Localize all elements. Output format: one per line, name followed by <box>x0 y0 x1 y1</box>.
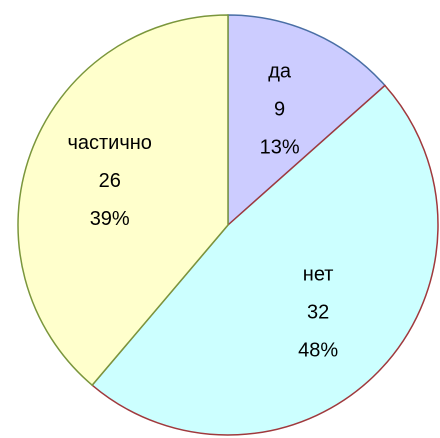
pie-slice <box>227 14 386 227</box>
slice-category-label: да <box>268 60 292 82</box>
pie-slice <box>17 14 229 387</box>
slice-value-label: 26 <box>99 170 121 192</box>
slice-category-label: нет <box>303 263 334 285</box>
slice-value-label: 9 <box>274 98 285 120</box>
slice-percent-label: 39% <box>90 208 130 230</box>
pie-slice <box>91 84 439 436</box>
slice-percent-label: 48% <box>298 339 338 361</box>
slice-value-label: 32 <box>307 301 329 323</box>
slice-category-label: частично <box>67 132 151 154</box>
slice-percent-label: 13% <box>260 136 300 158</box>
